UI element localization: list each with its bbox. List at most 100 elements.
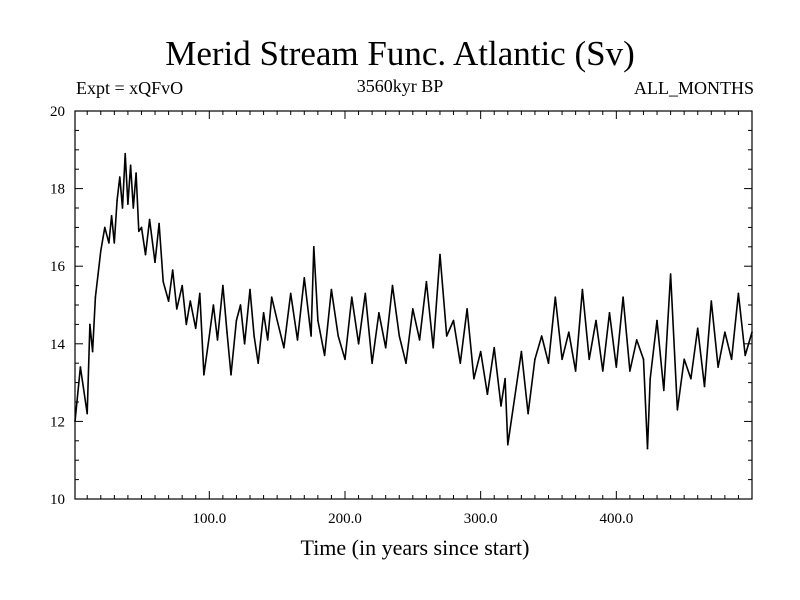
data-point bbox=[262, 312, 265, 314]
data-point bbox=[266, 339, 269, 341]
data-point bbox=[91, 350, 94, 353]
data-point bbox=[110, 215, 113, 217]
data-point bbox=[466, 308, 468, 310]
data-point bbox=[615, 366, 618, 368]
data-point bbox=[310, 335, 312, 337]
data-point bbox=[243, 343, 246, 345]
data-point bbox=[507, 443, 509, 446]
axis-ticks: 10 12 14 16 18 20 100.0 200.0 300.0 400.0 bbox=[50, 104, 752, 527]
data-point bbox=[384, 346, 387, 349]
data-point bbox=[418, 339, 421, 341]
data-point bbox=[744, 354, 746, 357]
data-point bbox=[176, 308, 178, 310]
data-point bbox=[194, 327, 197, 330]
data-point bbox=[622, 296, 624, 299]
data-point bbox=[239, 304, 242, 306]
data-point bbox=[235, 319, 238, 322]
y-tick-label: 18 bbox=[50, 182, 65, 198]
data-point bbox=[74, 420, 76, 423]
chart-title: Merid Stream Func. Atlantic (Sv) bbox=[165, 34, 635, 73]
data-point bbox=[595, 319, 597, 322]
data-point bbox=[158, 222, 160, 225]
data-point bbox=[108, 242, 110, 244]
data-point bbox=[676, 409, 679, 411]
data-point bbox=[124, 152, 126, 155]
data-point bbox=[588, 358, 590, 361]
y-tick-label: 14 bbox=[50, 337, 66, 353]
data-point bbox=[79, 366, 82, 368]
data-point bbox=[710, 300, 713, 302]
data-point bbox=[513, 397, 516, 399]
data-point bbox=[439, 253, 441, 256]
data-point bbox=[129, 164, 132, 167]
data-point bbox=[144, 253, 147, 256]
y-tick-label: 10 bbox=[50, 492, 65, 508]
data-point bbox=[94, 296, 97, 299]
data-point bbox=[646, 447, 649, 450]
data-point bbox=[104, 226, 106, 229]
data-point bbox=[425, 280, 428, 283]
series-layer bbox=[74, 152, 753, 450]
data-point bbox=[138, 230, 140, 233]
data-point bbox=[690, 377, 692, 380]
data-point bbox=[208, 335, 211, 337]
data-point bbox=[608, 312, 611, 314]
data-point bbox=[504, 377, 506, 380]
data-point bbox=[330, 288, 333, 291]
data-point bbox=[189, 300, 192, 302]
data-point bbox=[289, 292, 292, 295]
data-point bbox=[249, 288, 251, 291]
data-point bbox=[132, 207, 135, 209]
data-point bbox=[270, 296, 273, 299]
data-point bbox=[547, 362, 550, 365]
data-point bbox=[371, 362, 373, 365]
data-point bbox=[296, 339, 299, 341]
data-point bbox=[97, 273, 99, 275]
x-tick-label: 300.0 bbox=[464, 511, 498, 527]
data-point bbox=[86, 412, 88, 415]
data-point bbox=[317, 319, 319, 322]
data-point bbox=[696, 327, 699, 330]
data-point bbox=[751, 331, 753, 334]
data-point bbox=[212, 304, 215, 306]
data-point bbox=[554, 296, 557, 299]
data-point bbox=[148, 218, 151, 221]
period-label: 3560kyr BP bbox=[356, 76, 444, 96]
data-point bbox=[479, 350, 482, 353]
data-point bbox=[135, 172, 137, 174]
y-tick-label: 16 bbox=[50, 259, 66, 275]
data-point bbox=[432, 346, 435, 349]
data-point bbox=[629, 370, 631, 372]
data-point bbox=[412, 308, 414, 310]
data-point bbox=[257, 362, 260, 365]
data-point bbox=[459, 362, 462, 365]
data-point bbox=[561, 358, 563, 361]
data-point bbox=[642, 358, 645, 361]
months-label: ALL_MONTHS bbox=[634, 78, 754, 98]
data-point bbox=[378, 312, 380, 314]
data-point bbox=[116, 199, 118, 201]
data-point bbox=[357, 343, 360, 345]
data-point bbox=[568, 331, 570, 334]
data-point bbox=[391, 284, 394, 287]
y-tick-label: 12 bbox=[50, 414, 65, 430]
data-point bbox=[185, 323, 188, 326]
data-point bbox=[520, 350, 523, 353]
data-point bbox=[683, 358, 685, 361]
data-point bbox=[730, 358, 733, 361]
data-point bbox=[203, 374, 205, 376]
data-point bbox=[230, 374, 232, 376]
data-point bbox=[127, 203, 129, 205]
data-point bbox=[737, 292, 740, 295]
data-point bbox=[226, 331, 228, 334]
data-point bbox=[398, 335, 401, 337]
data-point bbox=[351, 296, 353, 299]
data-point bbox=[534, 358, 536, 361]
data-point bbox=[154, 261, 156, 264]
data-point bbox=[574, 370, 577, 372]
data-point bbox=[313, 246, 315, 248]
data-point bbox=[276, 319, 279, 322]
data-point bbox=[140, 226, 143, 229]
data-point bbox=[500, 405, 502, 407]
data-point bbox=[337, 335, 340, 337]
